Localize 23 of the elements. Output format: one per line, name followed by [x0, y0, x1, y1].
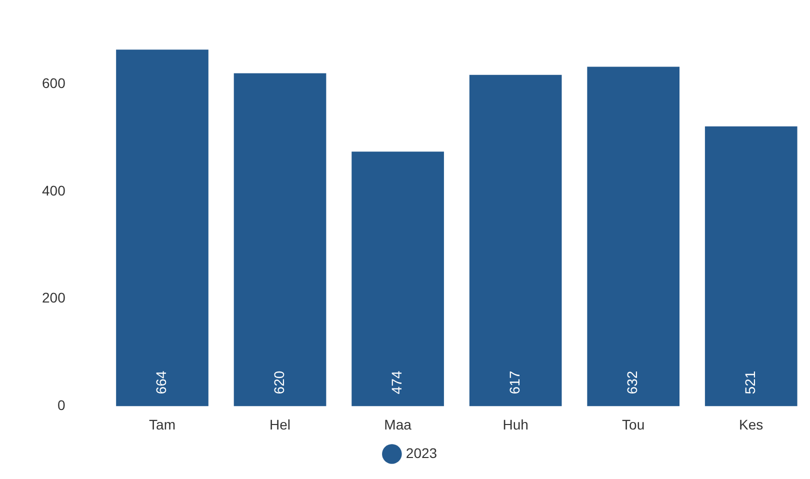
bar [704, 126, 798, 406]
data-label: 474 [388, 370, 405, 394]
x-tick-label: Huh [502, 416, 528, 432]
bar [587, 66, 680, 406]
legend-label: 2023 [406, 444, 438, 461]
y-tick-label: 600 [42, 74, 66, 91]
data-label: 617 [506, 370, 522, 394]
bar [116, 50, 208, 406]
y-tick-label: 0 [58, 397, 66, 414]
x-tick-label: Kes [739, 416, 764, 432]
data-label: 620 [270, 370, 287, 394]
data-label: 664 [153, 370, 170, 394]
bar [234, 73, 326, 406]
bar [469, 74, 562, 406]
x-tick-label: Tam [149, 416, 176, 432]
x-tick-label: Maa [384, 416, 412, 432]
x-tick-label: Tou [622, 416, 645, 432]
y-tick-label: 200 [42, 290, 66, 306]
data-label: 521 [742, 370, 758, 394]
y-tick-label: 400 [42, 182, 66, 198]
bar [352, 152, 444, 406]
data-label: 632 [624, 370, 640, 394]
x-tick-label: Hel [270, 416, 291, 432]
